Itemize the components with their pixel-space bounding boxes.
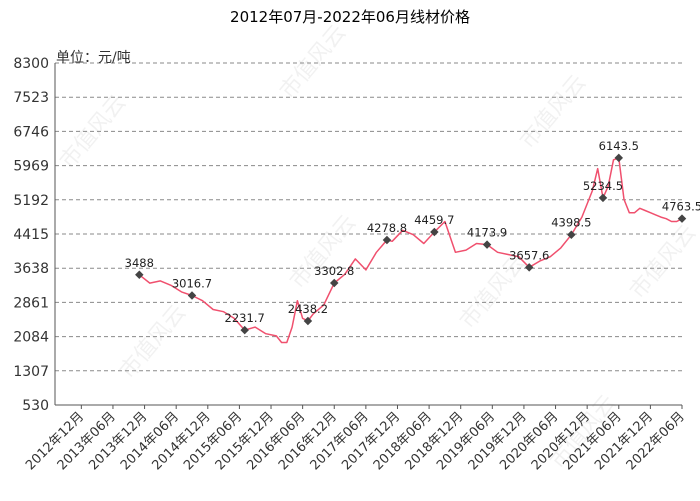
data-point-marker bbox=[303, 316, 313, 326]
data-label: 4459.7 bbox=[414, 213, 454, 227]
data-point-marker bbox=[430, 227, 439, 237]
chart-title: 2012年07月-2022年06月线材价格 bbox=[230, 8, 470, 26]
data-point-marker bbox=[187, 291, 197, 300]
watermark-text: 市值风云 bbox=[275, 20, 351, 103]
y-tick-label: 8300 bbox=[13, 56, 49, 72]
y-tick-label: 2084 bbox=[13, 330, 49, 346]
y-tick-label: 530 bbox=[22, 398, 49, 414]
data-point-marker bbox=[677, 214, 687, 223]
x-axis: 2012年12月2013年06月2013年12月2014年06月2014年12月… bbox=[23, 405, 688, 473]
watermark-text: 市值风云 bbox=[285, 210, 361, 293]
watermark-text: 市值风云 bbox=[115, 300, 191, 383]
y-tick-label: 3638 bbox=[13, 261, 49, 277]
data-label: 2231.7 bbox=[225, 311, 265, 325]
unit-label: 单位：元/吨 bbox=[56, 50, 131, 66]
data-label: 6143.5 bbox=[599, 139, 639, 153]
y-tick-label: 5192 bbox=[13, 193, 49, 209]
y-tick-label: 1307 bbox=[13, 364, 49, 380]
data-label: 3488 bbox=[125, 256, 154, 270]
data-label: 3657.6 bbox=[509, 248, 549, 262]
y-tick-label: 7523 bbox=[13, 90, 49, 106]
data-label: 4278.8 bbox=[367, 221, 407, 235]
watermark-text: 市值风云 bbox=[455, 250, 531, 333]
data-label: 3302.8 bbox=[314, 264, 354, 278]
plot-area: 3488 3016.7 2231.7 2438.2 3302.8 4278.8 4459.7… bbox=[125, 139, 700, 344]
watermark-text: 市值风云 bbox=[515, 70, 591, 153]
data-label: 4763.5 bbox=[662, 200, 700, 214]
data-point-marker bbox=[135, 270, 144, 280]
data-label: 4398.5 bbox=[551, 216, 591, 230]
y-tick-label: 6746 bbox=[13, 124, 49, 140]
data-label: 4173.9 bbox=[467, 226, 507, 240]
y-axis: 530 1307 2084 2861 3638 4415 5192 5969 6746 7523 8… bbox=[13, 56, 682, 414]
y-tick-label: 5969 bbox=[13, 159, 49, 175]
data-point-marker bbox=[382, 235, 392, 245]
watermark-text: 市值风云 bbox=[55, 90, 131, 173]
y-tick-label: 4415 bbox=[13, 227, 49, 243]
watermark-text: 市值风云 bbox=[625, 220, 700, 303]
data-label: 2438.2 bbox=[288, 302, 328, 316]
data-label: 3016.7 bbox=[172, 277, 212, 291]
data-point-marker bbox=[330, 278, 339, 288]
data-point-marker bbox=[598, 193, 608, 203]
data-point-marker bbox=[614, 153, 624, 163]
y-tick-label: 2861 bbox=[13, 295, 49, 311]
data-point-marker bbox=[240, 325, 249, 335]
data-point-marker bbox=[524, 263, 534, 272]
data-point-marker bbox=[482, 240, 492, 249]
data-label: 5234.5 bbox=[583, 179, 623, 193]
